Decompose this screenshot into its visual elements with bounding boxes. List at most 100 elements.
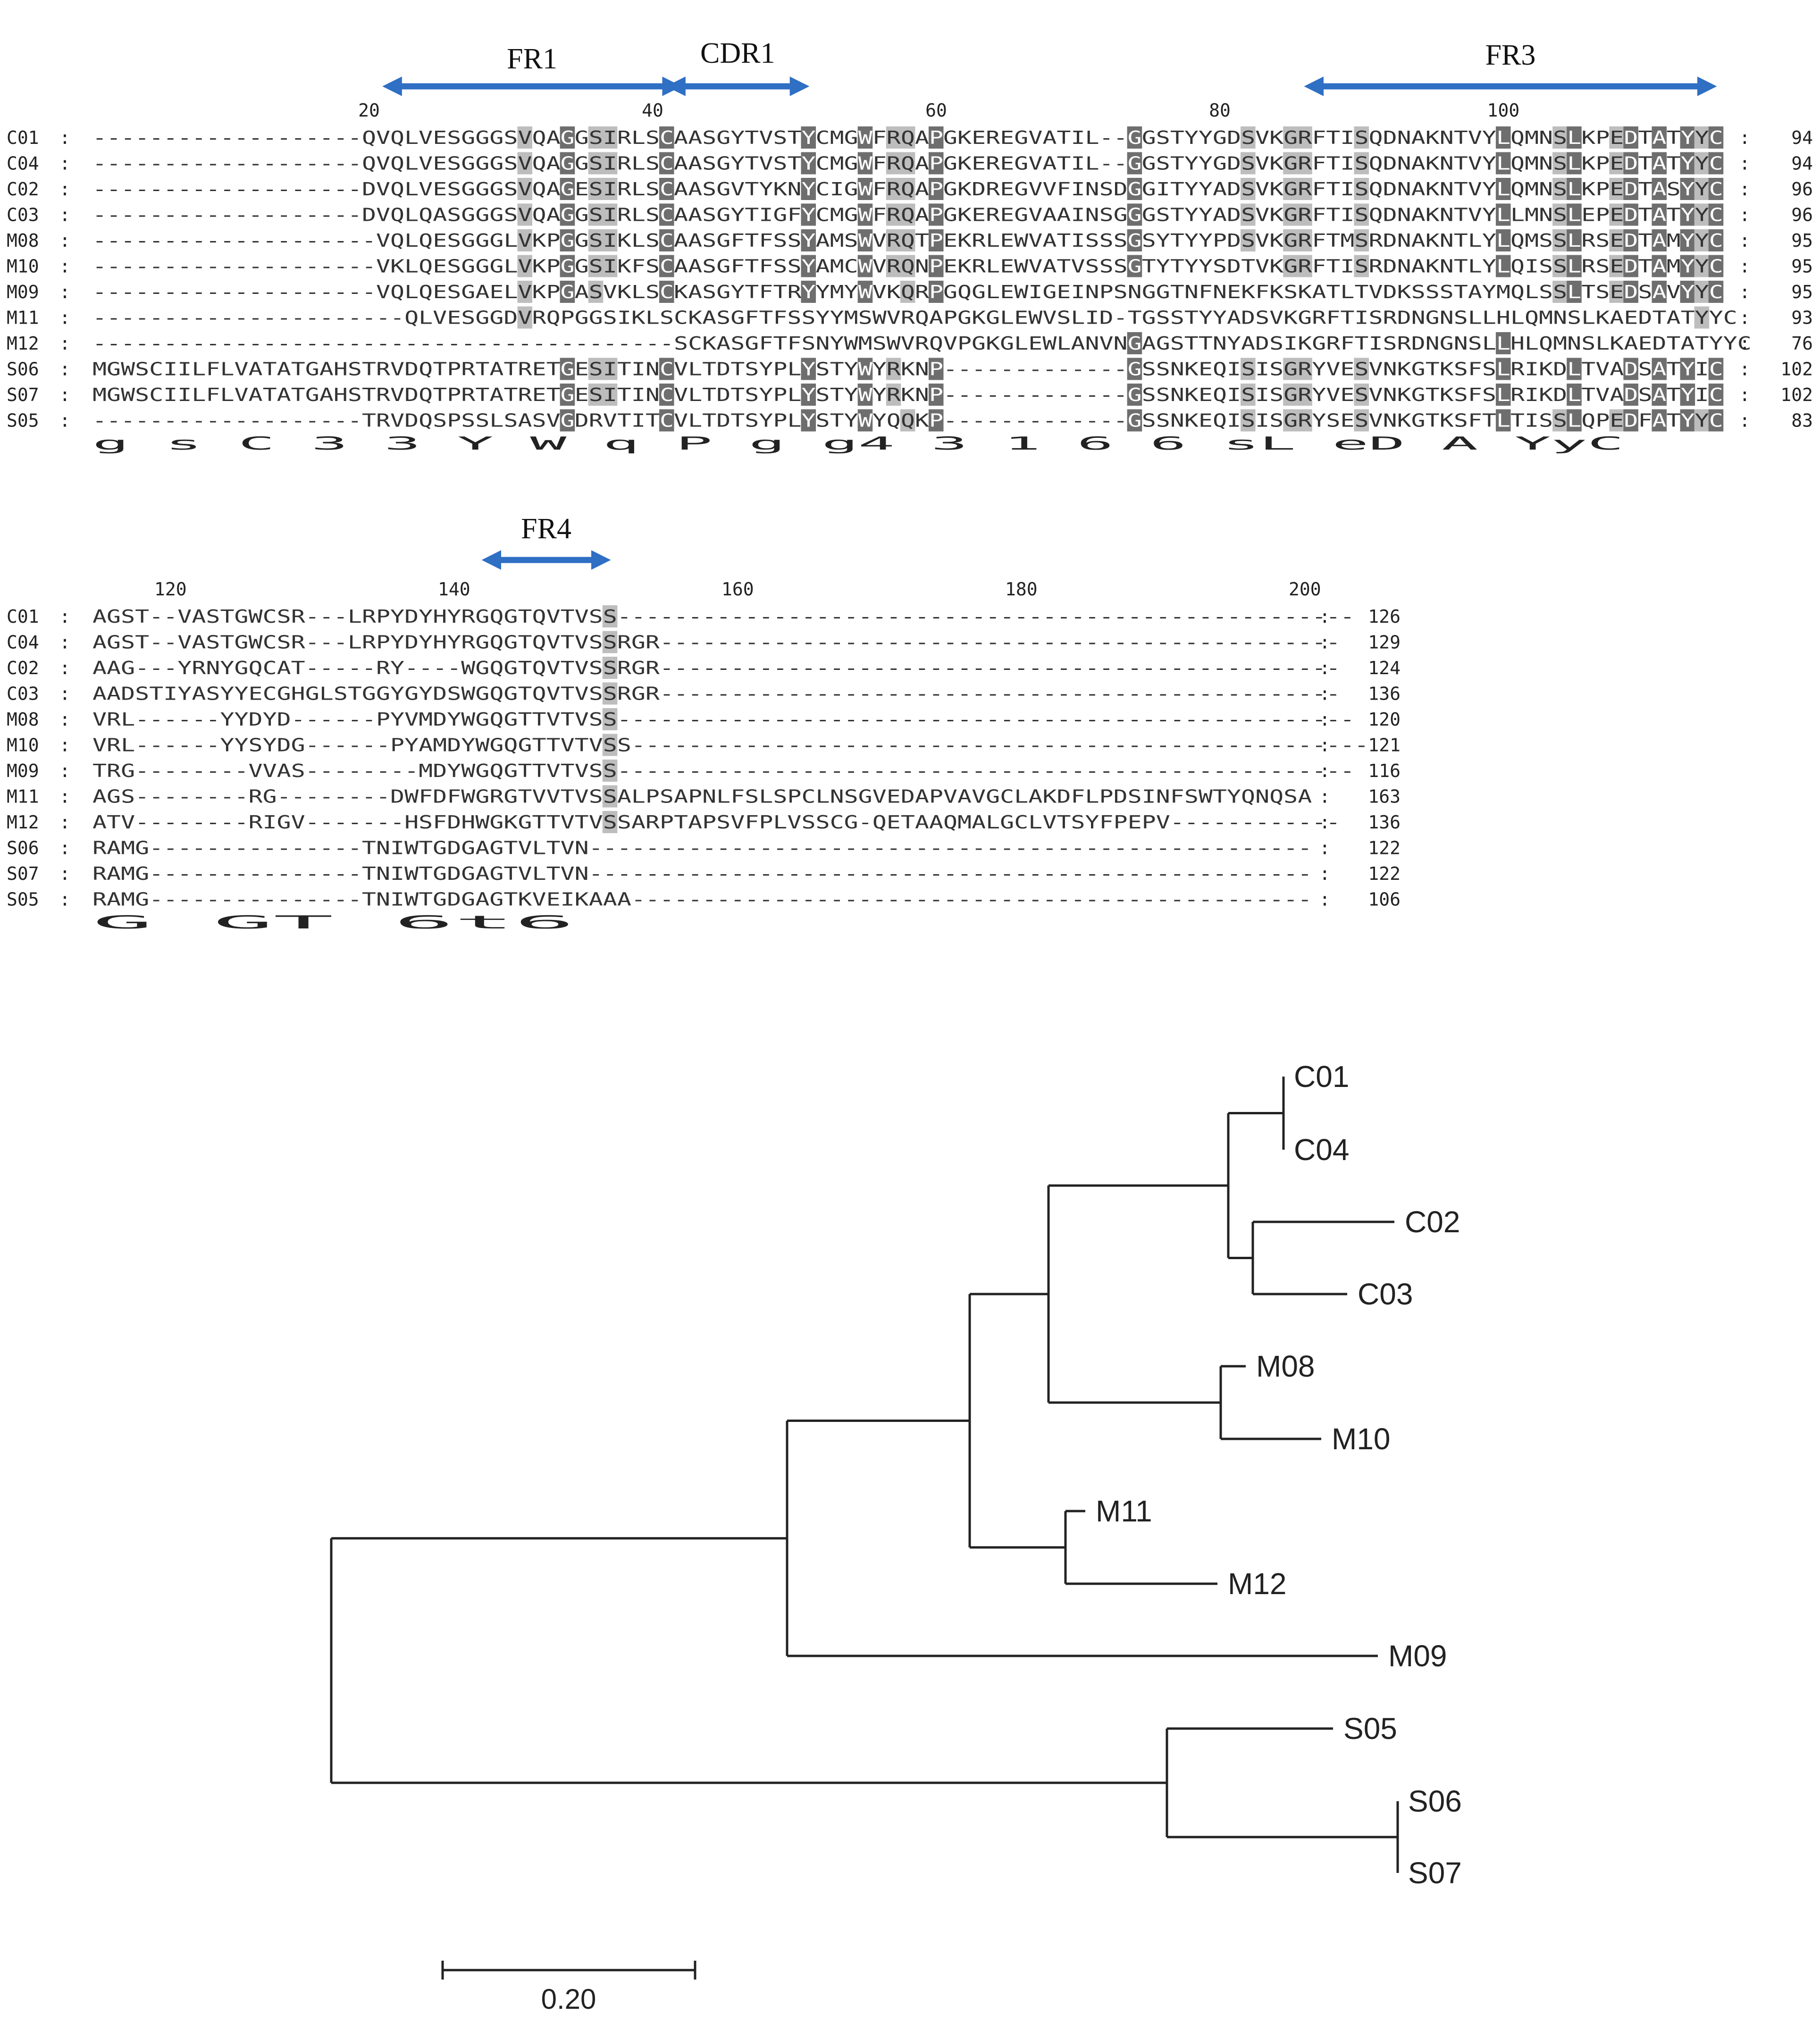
residue-highlight	[1495, 409, 1511, 432]
residue-highlight	[1297, 384, 1312, 406]
residue-highlight	[1297, 255, 1312, 277]
residue-highlight	[1495, 358, 1511, 380]
region-label-cdr1: CDR1	[700, 37, 775, 69]
residue-highlight	[857, 152, 873, 175]
colon: :	[59, 812, 70, 833]
residue-highlight	[517, 255, 533, 277]
residue-count-C01: 126	[1368, 606, 1401, 627]
sequence-name-M09: M09	[7, 282, 39, 302]
residue-highlight	[928, 255, 944, 277]
residue-highlight	[602, 631, 618, 653]
colon: :	[1739, 256, 1750, 277]
residue-highlight	[1127, 358, 1142, 380]
residue-highlight	[801, 281, 816, 303]
residue-highlight	[517, 178, 533, 200]
residue-highlight	[1241, 126, 1256, 149]
residue-highlight	[1241, 203, 1256, 226]
residue-highlight	[1495, 152, 1511, 175]
residue-highlight	[517, 281, 533, 303]
residue-highlight	[560, 203, 575, 226]
residue-highlight	[1694, 306, 1710, 329]
residue-highlight	[588, 281, 604, 303]
residue-highlight	[560, 409, 575, 432]
residue-highlight	[1127, 409, 1142, 432]
colon: :	[59, 786, 70, 807]
residue-highlight	[801, 358, 816, 380]
residue-highlight	[1241, 358, 1256, 380]
residue-highlight	[602, 255, 618, 277]
residue-highlight	[1283, 178, 1298, 200]
colon: :	[59, 863, 70, 884]
residue-highlight	[602, 682, 618, 705]
residue-highlight	[1708, 255, 1724, 277]
sequence-name-M08: M08	[7, 709, 39, 730]
colon: :	[1319, 838, 1330, 859]
residue-highlight	[1623, 281, 1638, 303]
residue-highlight	[588, 255, 604, 277]
residue-highlight	[1623, 358, 1638, 380]
residue-highlight	[801, 152, 816, 175]
residue-highlight	[1283, 126, 1298, 149]
residue-highlight	[1680, 281, 1695, 303]
sequence-name-M08: M08	[7, 230, 39, 251]
residue-highlight	[1241, 229, 1256, 251]
residue-highlight	[1708, 229, 1724, 251]
residue-highlight	[928, 229, 944, 251]
residue-highlight	[1127, 203, 1142, 226]
colon: :	[59, 282, 70, 302]
residue-highlight	[1552, 126, 1568, 149]
residue-highlight	[1495, 203, 1511, 226]
residue-highlight	[1127, 126, 1142, 149]
residue-highlight	[900, 229, 915, 251]
residue-highlight	[659, 358, 674, 380]
residue-highlight	[1495, 255, 1511, 277]
residue-highlight	[801, 229, 816, 251]
colon: :	[59, 606, 70, 627]
residue-highlight	[1127, 229, 1142, 251]
residue-highlight	[1652, 178, 1667, 200]
residue-highlight	[1283, 409, 1298, 432]
colon: :	[1319, 760, 1330, 781]
residue-highlight	[900, 255, 915, 277]
residue-highlight	[1283, 384, 1298, 406]
alignment-block-2: C01: A G S T - - V A S T G W C S R - - - L R P Y D Y H Y R G Q G T Q V T V S…	[7, 513, 1401, 933]
residue-highlight	[1694, 126, 1710, 149]
colon: :	[1319, 786, 1330, 807]
residue-highlight	[517, 126, 533, 149]
colon: :	[1319, 812, 1330, 833]
residue-highlight	[1552, 255, 1568, 277]
residue-highlight	[659, 203, 674, 226]
residue-highlight	[1708, 281, 1724, 303]
sequence-name-C01: C01	[7, 606, 39, 627]
colon: :	[59, 153, 70, 174]
residue-highlight	[857, 178, 873, 200]
residue-highlight	[801, 203, 816, 226]
colon: :	[1319, 709, 1330, 730]
residue-highlight	[1495, 229, 1511, 251]
colon: :	[1739, 410, 1750, 431]
residue-highlight	[1552, 178, 1568, 200]
consensus-line: g s C 3 3 Y W q P g g4 3 1 6 6 sL eD A Y…	[92, 433, 1624, 454]
residue-highlight	[801, 384, 816, 406]
residue-highlight	[1297, 203, 1312, 226]
residue-highlight	[1680, 384, 1695, 406]
residue-highlight	[560, 178, 575, 200]
residue-count-M08: 120	[1368, 709, 1401, 730]
residue-highlight	[602, 708, 618, 730]
residue-highlight	[1609, 203, 1624, 226]
colon: :	[1739, 153, 1750, 174]
residue-highlight	[928, 358, 944, 380]
residue-highlight	[928, 126, 944, 149]
text-layer: C01: - - - - - - - - - - - - - - - - - - - Q V Q L V E S G G G S V Q A G G S…	[7, 37, 1813, 454]
leaf-label-M10: M10	[1332, 1422, 1391, 1456]
residue-highlight	[801, 409, 816, 432]
colon: :	[59, 384, 70, 405]
